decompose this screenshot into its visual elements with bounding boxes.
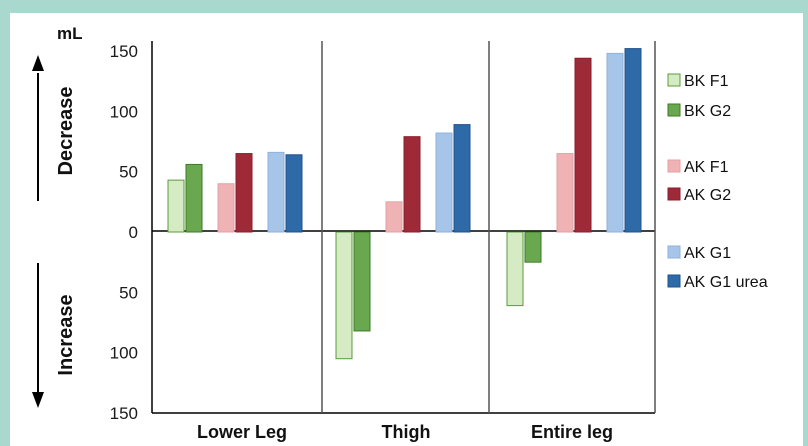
legend-swatch: [667, 187, 681, 201]
legend-swatch: [667, 103, 681, 117]
legend-swatch: [667, 73, 681, 87]
legend-label: BK G2: [684, 103, 731, 120]
bar: [506, 231, 524, 307]
legend-swatch: [667, 274, 681, 288]
bar: [385, 201, 403, 233]
y-tick-label: 50: [119, 163, 138, 182]
bar: [453, 124, 471, 233]
bar: [353, 231, 371, 332]
category-label: Entire leg: [531, 422, 613, 442]
bar: [167, 179, 185, 233]
bar: [217, 183, 235, 233]
bar: [285, 154, 303, 233]
bar: [403, 136, 421, 233]
legend-label: AK G1: [684, 245, 731, 262]
legend-swatch: [667, 245, 681, 259]
category-label: Lower Leg: [197, 422, 287, 442]
increase-arrow: [32, 263, 44, 408]
y-tick-labels: 150 100 50 0 50 100 150: [110, 42, 138, 423]
bar: [574, 57, 592, 233]
legend-label: AK F1: [684, 159, 729, 176]
bar: [335, 231, 353, 360]
bar: [435, 132, 453, 233]
increase-label: Increase: [55, 294, 77, 375]
bar: [235, 153, 253, 233]
bar: [267, 151, 285, 233]
legend-swatch: [667, 159, 681, 173]
y-tick-label: 100: [110, 344, 138, 363]
decrease-arrow: [32, 55, 44, 201]
bar: [556, 153, 574, 233]
legend-label: AK G2: [684, 187, 731, 204]
decrease-label: Decrease: [55, 87, 77, 176]
bar: [524, 231, 542, 263]
y-tick-label: 100: [110, 102, 138, 121]
legend-label: AK G1 urea: [684, 274, 768, 291]
legend: BK F1 BK G2 AK F1 AK G2 AK G1 AK G1 urea: [667, 73, 768, 291]
chart-panel: 150 100 50 0 50 100 150 Lower Leg Thigh Entire l…: [10, 13, 803, 446]
y-tick-label: 50: [119, 283, 138, 302]
y-tick-label: 150: [110, 42, 138, 61]
bar: [624, 48, 642, 233]
bars: [167, 48, 642, 360]
bar-chart: 150 100 50 0 50 100 150 Lower Leg Thigh Entire l…: [32, 24, 768, 442]
category-label: Thigh: [382, 422, 431, 442]
y-tick-label: 0: [129, 223, 138, 242]
y-tick-label: 150: [110, 404, 138, 423]
unit-label: mL: [57, 24, 83, 43]
legend-label: BK F1: [684, 73, 729, 90]
category-labels: Lower Leg Thigh Entire leg: [197, 422, 613, 442]
bar: [185, 163, 203, 233]
bar: [606, 52, 624, 233]
